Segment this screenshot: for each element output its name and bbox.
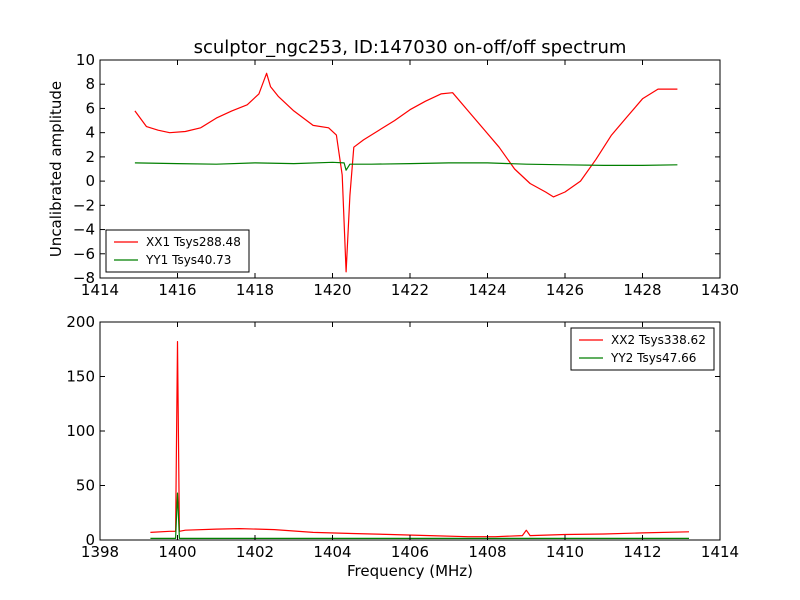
x-tick-label: 1408 [468, 543, 506, 561]
x-tick-label: 1418 [236, 281, 274, 299]
x-tick-label: 1430 [701, 281, 739, 299]
legend-entry: XX2 Tsys338.62 [611, 333, 706, 347]
y-tick-label: 0 [85, 531, 95, 549]
x-tick-label: 1424 [468, 281, 506, 299]
y-tick-label: 200 [66, 313, 95, 331]
y-tick-label: 0 [85, 172, 95, 190]
x-tick-label: 1414 [701, 543, 739, 561]
y-tick-label: 8 [85, 75, 95, 93]
legend-entry: YY1 Tsys40.73 [145, 253, 231, 267]
y-tick-label: 4 [85, 124, 95, 142]
x-tick-label: 1404 [313, 543, 351, 561]
legend-box [570, 327, 715, 371]
y-tick-label: 150 [66, 368, 95, 386]
y-tick-label: −6 [73, 245, 95, 263]
y-tick-label: 50 [76, 477, 95, 495]
series-line-2 [150, 492, 689, 540]
x-tick-label: 1426 [546, 281, 584, 299]
x-tick-label: 1414 [81, 281, 119, 299]
x-tick-label: 1410 [546, 543, 584, 561]
y-tick-label: −2 [73, 196, 95, 214]
legend-entry: YY2 Tsys47.66 [610, 351, 696, 365]
x-tick-label: 1398 [81, 543, 119, 561]
y-axis-label: Uncalibrated amplitude [47, 81, 65, 257]
x-axis-label: Frequency (MHz) [347, 562, 473, 580]
y-tick-label: 100 [66, 422, 95, 440]
x-tick-label: 1416 [158, 281, 196, 299]
x-tick-label: 1406 [391, 543, 429, 561]
x-tick-label: 1420 [313, 281, 351, 299]
x-tick-label: 1402 [236, 543, 274, 561]
bottom-spectrum-panel: 1398 1400 1402 1404 1406 1408 1410 1412 1414 0 50 1… [66, 313, 739, 561]
legend: XX1 Tsys288.48 YY1 Tsys40.73 [105, 229, 250, 273]
series-line-2 [134, 161, 678, 171]
series-line-1 [134, 72, 678, 273]
chart-title: sculptor_ngc253, ID:147030 on-off/off sp… [194, 37, 627, 58]
y-tick-label: 6 [85, 99, 95, 117]
y-tick-label: −4 [73, 221, 95, 239]
y-tick-label: 10 [76, 51, 95, 69]
series-line-1 [150, 341, 690, 538]
legend: XX2 Tsys338.62 YY2 Tsys47.66 [570, 327, 715, 371]
legend-box [105, 229, 250, 273]
x-tick-label: 1400 [158, 543, 196, 561]
y-tick-label: 2 [85, 148, 95, 166]
x-tick-label: 1422 [391, 281, 429, 299]
legend-entry: XX1 Tsys288.48 [146, 235, 241, 249]
x-tick-label: 1412 [623, 543, 661, 561]
top-spectrum-panel: 1414 1416 1418 1420 1422 1424 1426 1428 1430 −8 −6… [47, 51, 739, 299]
x-tick-label: 1428 [623, 281, 661, 299]
y-tick-label: −8 [73, 269, 95, 287]
